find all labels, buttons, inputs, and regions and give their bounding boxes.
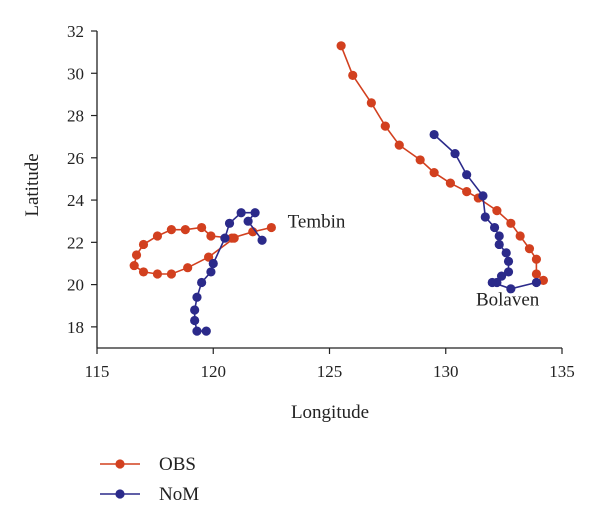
data-point bbox=[197, 277, 207, 288]
data-point bbox=[180, 225, 190, 235]
data-point bbox=[197, 222, 207, 233]
legend: OBS NoM bbox=[100, 454, 199, 505]
data-point bbox=[394, 140, 404, 150]
y-tick-label: 30 bbox=[67, 64, 84, 83]
data-point bbox=[192, 292, 202, 302]
data-point bbox=[492, 206, 502, 216]
x-ticks: 115 120 125 130 135 bbox=[85, 348, 575, 381]
data-point bbox=[152, 269, 163, 279]
data-point bbox=[531, 269, 542, 279]
y-tick-label: 18 bbox=[67, 318, 84, 337]
data-point bbox=[380, 121, 390, 131]
data-point bbox=[501, 248, 511, 258]
y-tick-label: 24 bbox=[67, 191, 85, 210]
data-point bbox=[183, 263, 193, 273]
series-line bbox=[340, 45, 544, 281]
data-point bbox=[190, 305, 200, 315]
data-point bbox=[494, 231, 504, 241]
data-point bbox=[166, 269, 176, 279]
data-point bbox=[415, 155, 425, 165]
data-point bbox=[257, 235, 267, 245]
y-ticks: 18 20 22 24 26 28 30 32 bbox=[67, 22, 97, 337]
track-annotation: Bolaven bbox=[476, 290, 540, 311]
y-tick-label: 28 bbox=[67, 107, 84, 126]
x-tick-label: 130 bbox=[433, 362, 459, 381]
data-point bbox=[503, 256, 514, 266]
series-nom bbox=[190, 129, 542, 336]
data-point bbox=[192, 326, 202, 336]
data-point bbox=[503, 267, 514, 277]
x-tick-label: 125 bbox=[317, 362, 343, 381]
data-point bbox=[531, 277, 542, 288]
data-point bbox=[348, 70, 358, 80]
data-point bbox=[190, 315, 200, 326]
data-point bbox=[243, 216, 253, 226]
data-point bbox=[462, 170, 472, 180]
data-point bbox=[506, 284, 516, 294]
data-point bbox=[229, 233, 239, 243]
y-axis-title: Latitude bbox=[22, 153, 43, 216]
x-tick-label: 115 bbox=[85, 362, 110, 381]
series-line bbox=[433, 134, 537, 290]
data-point bbox=[206, 231, 216, 241]
data-point bbox=[201, 326, 211, 336]
data-point bbox=[478, 191, 488, 201]
data-point bbox=[204, 252, 214, 262]
track-annotation: Tembin bbox=[288, 212, 346, 233]
plot-area: 115 120 125 130 135 18 20 22 24 26 28 30 32 Tembin B… bbox=[67, 22, 575, 381]
data-point bbox=[487, 277, 497, 288]
legend-marker bbox=[115, 459, 125, 469]
data-point bbox=[506, 218, 516, 228]
data-point bbox=[480, 212, 490, 222]
data-point bbox=[538, 275, 549, 285]
y-tick-label: 22 bbox=[67, 233, 84, 252]
data-point bbox=[236, 208, 246, 218]
x-tick-label: 120 bbox=[201, 362, 227, 381]
data-point bbox=[138, 239, 149, 250]
data-point bbox=[138, 267, 149, 277]
data-point bbox=[489, 222, 500, 233]
legend-item-nom: NoM bbox=[100, 484, 199, 505]
data-point bbox=[429, 167, 439, 178]
data-point bbox=[494, 239, 504, 250]
legend-marker bbox=[115, 489, 125, 499]
data-point bbox=[429, 129, 439, 140]
data-point bbox=[366, 98, 376, 108]
data-point bbox=[250, 208, 260, 218]
data-point bbox=[462, 187, 472, 197]
series-obs bbox=[129, 41, 549, 285]
data-point bbox=[220, 233, 230, 243]
y-tick-label: 32 bbox=[67, 22, 84, 41]
y-tick-label: 26 bbox=[67, 149, 84, 168]
legend-label: OBS bbox=[159, 454, 196, 475]
data-point bbox=[445, 178, 455, 188]
data-point bbox=[166, 225, 176, 235]
data-point bbox=[450, 148, 460, 159]
series-layer bbox=[129, 41, 549, 336]
legend-item-obs: OBS bbox=[100, 454, 196, 475]
x-axis-title: Longitude bbox=[291, 402, 369, 423]
data-point bbox=[129, 260, 139, 271]
data-point bbox=[224, 218, 235, 228]
data-point bbox=[206, 267, 216, 277]
data-point bbox=[524, 244, 535, 254]
annotation-layer: Tembin Bolaven bbox=[288, 212, 540, 311]
data-point bbox=[531, 254, 542, 264]
data-point bbox=[208, 258, 218, 269]
data-point bbox=[496, 271, 507, 281]
data-point bbox=[266, 222, 276, 233]
data-point bbox=[515, 231, 525, 241]
data-point bbox=[152, 231, 163, 241]
data-point bbox=[336, 41, 346, 51]
x-tick-label: 135 bbox=[549, 362, 575, 381]
data-point bbox=[131, 250, 142, 260]
y-tick-label: 20 bbox=[67, 276, 84, 295]
legend-label: NoM bbox=[159, 484, 199, 505]
